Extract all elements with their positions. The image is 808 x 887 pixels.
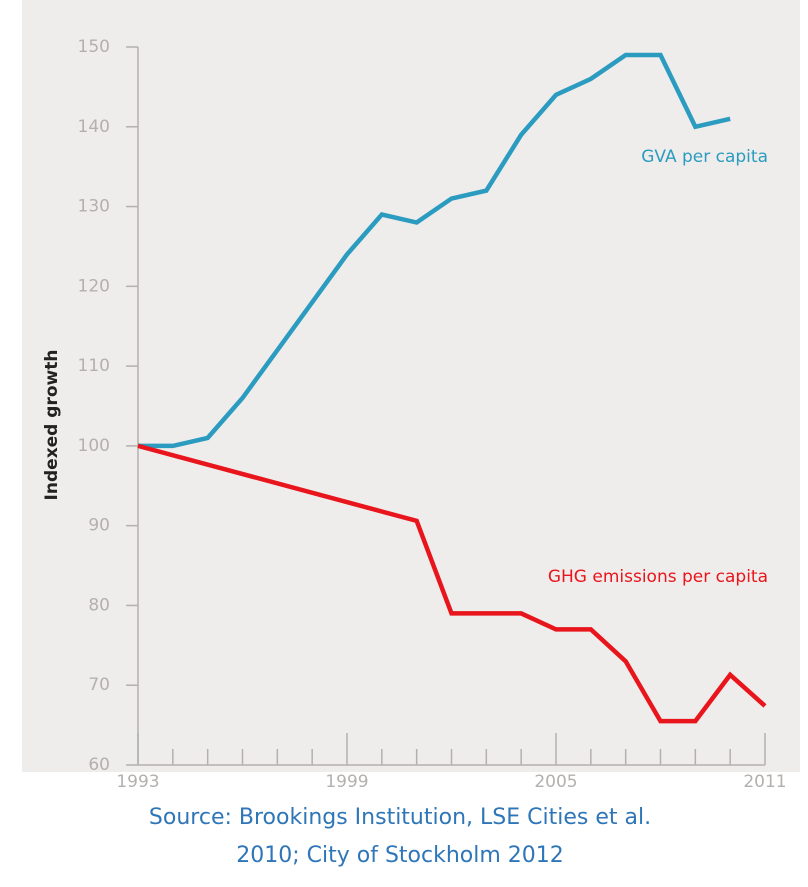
series-label: GHG emissions per capita	[548, 567, 768, 587]
x-tick-label: 2005	[534, 772, 577, 792]
x-tick-label: 1999	[325, 772, 368, 792]
y-tick-label: 120	[78, 276, 110, 296]
source-line: 2010; City of Stockholm 2012	[236, 843, 564, 868]
x-tick-label: 1993	[116, 772, 159, 792]
series-line	[137, 443, 767, 724]
y-tick-label: 80	[88, 595, 110, 615]
x-tick-label: 2011	[743, 772, 786, 792]
source-line: Source: Brookings Institution, LSE Citie…	[149, 805, 651, 830]
y-tick-label: 90	[88, 516, 110, 536]
y-tick-label: 150	[78, 37, 110, 57]
y-tick-label: 110	[78, 356, 110, 376]
y-tick-label: 60	[88, 755, 110, 775]
plot-background	[22, 0, 800, 772]
series-line	[138, 52, 731, 449]
y-tick-label: 100	[78, 436, 110, 456]
y-tick-label: 140	[78, 117, 110, 137]
y-tick-label: 130	[78, 197, 110, 217]
y-tick-label: 70	[88, 675, 110, 695]
series-label: GVA per capita	[641, 147, 768, 167]
y-axis-label: Indexed growth	[42, 350, 62, 501]
